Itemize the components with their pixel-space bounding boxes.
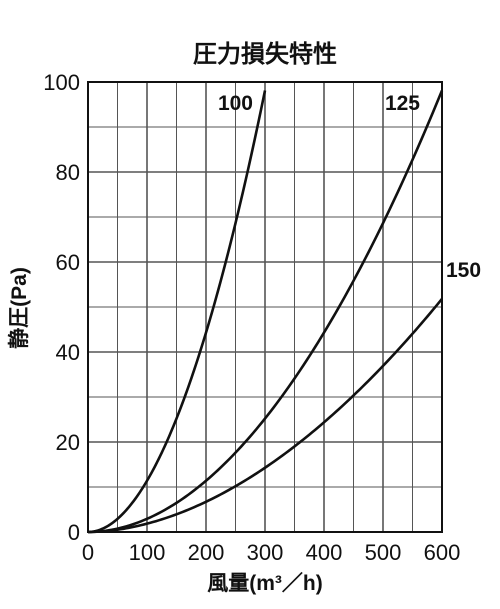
tick-labels: 0 100 200 300 400 500 600 0 20 40 60 80 100 bbox=[43, 70, 460, 565]
y-tick-label: 100 bbox=[43, 70, 80, 95]
x-tick-label: 300 bbox=[247, 540, 284, 565]
series-label-150: 150 bbox=[446, 259, 481, 282]
chart-title: 圧力損失特性 bbox=[193, 41, 337, 68]
x-tick-label: 400 bbox=[306, 540, 343, 565]
x-tick-label: 200 bbox=[188, 540, 225, 565]
series-line-125 bbox=[87, 89, 444, 534]
series-label-125: 125 bbox=[385, 92, 420, 115]
series-label-100: 100 bbox=[218, 92, 253, 115]
curves bbox=[87, 89, 444, 534]
x-tick-label: 500 bbox=[365, 540, 402, 565]
x-tick-label: 0 bbox=[82, 540, 94, 565]
y-tick-label: 80 bbox=[56, 160, 80, 185]
grid bbox=[88, 82, 442, 532]
y-tick-label: 60 bbox=[56, 250, 80, 275]
x-axis-label: 風量(m³／h) bbox=[207, 571, 322, 595]
y-tick-label: 0 bbox=[68, 520, 80, 545]
series-line-100 bbox=[87, 90, 267, 534]
series-line-150 bbox=[87, 298, 444, 534]
plot-frame bbox=[87, 81, 443, 533]
y-tick-label: 40 bbox=[56, 340, 80, 365]
x-tick-label: 600 bbox=[424, 540, 461, 565]
y-axis-label: 静圧(Pa) bbox=[7, 267, 31, 349]
curve-labels: 100 125 150 bbox=[218, 92, 481, 282]
x-tick-label: 100 bbox=[129, 540, 166, 565]
y-tick-label: 20 bbox=[56, 430, 80, 455]
